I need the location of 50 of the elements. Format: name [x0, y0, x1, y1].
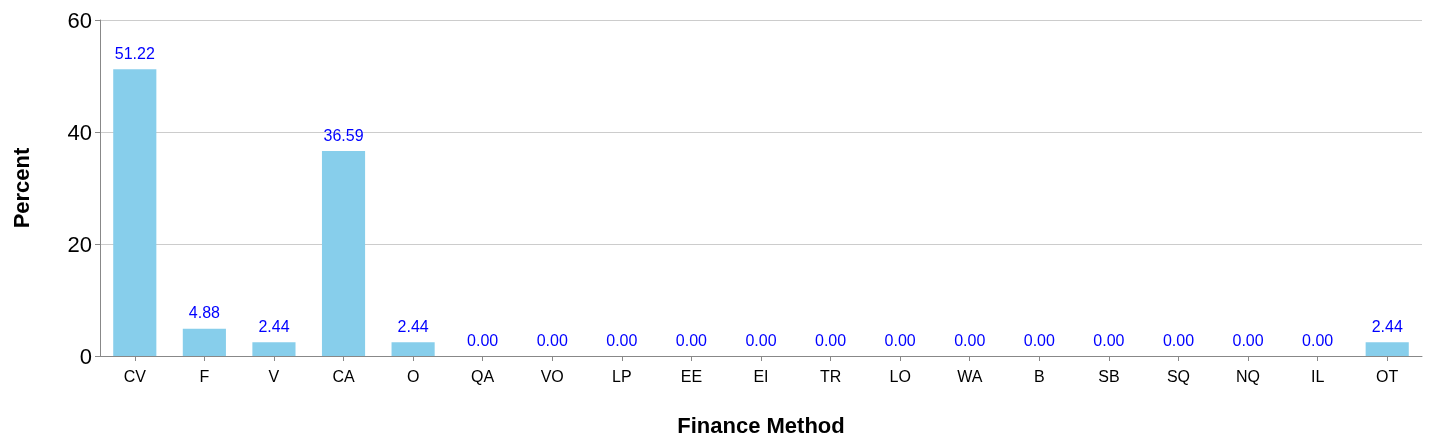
- x-tick-label: OT: [1376, 367, 1399, 385]
- x-tick-label: LO: [889, 367, 911, 385]
- data-label: 0.00: [536, 331, 568, 349]
- x-tick-label: QA: [471, 367, 495, 385]
- data-label: 0.00: [675, 331, 708, 349]
- data-label: 51.22: [114, 44, 155, 62]
- data-label: 2.44: [397, 317, 429, 335]
- x-tick-label: SB: [1098, 367, 1120, 385]
- data-label: 0.00: [1232, 331, 1264, 349]
- data-label: 0.00: [745, 331, 777, 349]
- data-label: 2.44: [258, 317, 290, 335]
- data-label: 0.00: [1093, 331, 1125, 349]
- bar: [182, 328, 226, 356]
- bar: [113, 69, 157, 356]
- x-tick-label: EI: [753, 367, 769, 385]
- x-tick-label: SQ: [1166, 367, 1191, 385]
- x-tick-label: CA: [332, 367, 355, 385]
- y-tick-label: 0: [79, 343, 92, 369]
- x-tick-label: O: [406, 367, 420, 385]
- data-label: 0.00: [954, 331, 986, 349]
- y-tick-label: 60: [67, 7, 92, 33]
- x-tick-label: CV: [123, 367, 147, 385]
- x-tick-label: F: [199, 367, 210, 385]
- x-tick-label: IL: [1310, 367, 1325, 385]
- y-axis-title: Percent: [8, 146, 34, 229]
- data-label: 0.00: [1162, 331, 1195, 349]
- data-label: 36.59: [323, 126, 364, 144]
- x-tick-label: WA: [957, 367, 983, 385]
- bar: [252, 342, 296, 356]
- bar: [1365, 342, 1409, 356]
- data-label: 4.88: [188, 304, 221, 322]
- x-tick-label: TR: [819, 367, 842, 385]
- data-label: 0.00: [884, 331, 916, 349]
- bar: [391, 342, 435, 356]
- x-tick-label: EE: [680, 367, 703, 385]
- y-tick-label: 20: [67, 231, 92, 257]
- x-tick-label: V: [268, 367, 280, 385]
- data-label: 2.44: [1371, 317, 1403, 335]
- x-tick-label: NQ: [1236, 367, 1261, 385]
- data-label: 0.00: [1023, 331, 1055, 349]
- x-tick-label: VO: [540, 367, 564, 385]
- bar: [321, 151, 366, 356]
- y-tick-label: 40: [67, 119, 92, 145]
- x-tick-label: B: [1033, 367, 1045, 385]
- data-label: 0.00: [606, 331, 638, 349]
- data-label: 0.00: [467, 331, 499, 349]
- data-label: 0.00: [815, 331, 847, 349]
- data-label: 0.00: [1302, 331, 1334, 349]
- x-axis-title: Finance Method: [677, 412, 845, 438]
- x-tick-label: LP: [612, 367, 632, 385]
